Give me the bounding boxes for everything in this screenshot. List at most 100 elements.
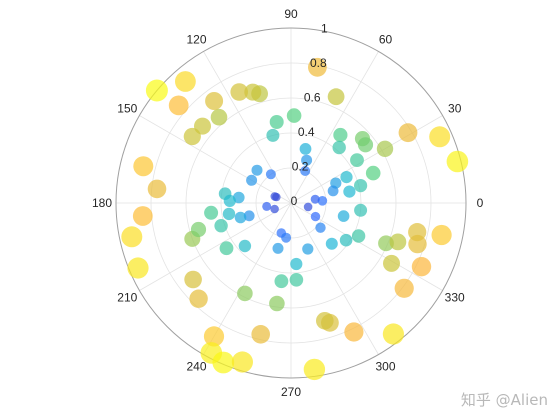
data-point — [251, 164, 263, 176]
data-point — [344, 322, 364, 342]
data-point — [265, 169, 276, 180]
data-point — [145, 79, 168, 102]
data-point — [290, 257, 303, 271]
data-point — [246, 174, 258, 186]
theta-tick-label-90: 90 — [284, 7, 298, 21]
r-tick-label-0: 0 — [291, 194, 298, 208]
r-tick-label-0.8: 0.8 — [310, 56, 327, 70]
data-point — [262, 201, 272, 211]
spoke-30 — [290, 115, 443, 204]
data-point — [431, 224, 452, 246]
data-point — [303, 358, 326, 381]
data-point — [340, 171, 353, 184]
theta-tick-label-300: 300 — [375, 360, 395, 374]
data-point — [289, 273, 304, 287]
data-point — [238, 239, 252, 253]
r-tick-label-0.6: 0.6 — [304, 91, 321, 105]
data-point — [269, 295, 285, 312]
data-point — [269, 115, 284, 129]
data-point — [212, 351, 235, 374]
data-point — [147, 179, 167, 199]
r-tick-label-0.2: 0.2 — [292, 160, 309, 174]
data-point — [272, 242, 284, 254]
theta-tick-label-180: 180 — [92, 196, 112, 210]
data-points — [121, 57, 469, 381]
data-point — [327, 185, 339, 197]
data-point — [168, 95, 189, 116]
data-point — [222, 207, 236, 221]
data-point — [205, 92, 224, 110]
data-point — [327, 88, 345, 106]
data-point — [354, 203, 368, 217]
data-point — [365, 165, 381, 181]
data-point — [332, 140, 346, 155]
data-point — [286, 108, 302, 123]
tick-labels: 0 30 60 90 120 150 180 210 240 270 300 330 0 0.2 0.4 0.… — [92, 7, 484, 399]
theta-tick-label-270: 270 — [281, 385, 301, 399]
theta-tick-label-150: 150 — [117, 102, 137, 116]
data-point — [429, 126, 451, 148]
data-point — [325, 237, 338, 250]
outer-ring — [115, 27, 467, 379]
data-point — [274, 274, 289, 289]
data-point — [301, 154, 313, 166]
theta-tick-label-240: 240 — [186, 360, 206, 374]
data-point — [223, 194, 236, 207]
data-point — [266, 128, 280, 142]
spoke-300 — [290, 202, 379, 355]
data-point — [234, 211, 247, 224]
data-point — [308, 57, 327, 77]
data-point — [351, 229, 366, 243]
data-point — [237, 285, 253, 302]
data-point — [121, 226, 143, 248]
data-point — [303, 202, 313, 212]
theta-tick-label-60: 60 — [379, 32, 393, 46]
data-point — [350, 153, 364, 168]
ring-0.4 — [220, 132, 362, 274]
data-point — [339, 233, 353, 247]
data-point — [244, 83, 262, 101]
data-point — [219, 241, 234, 256]
data-point — [354, 179, 368, 193]
data-point — [300, 166, 311, 176]
data-point — [411, 257, 432, 277]
data-point — [299, 143, 312, 155]
data-point — [398, 123, 418, 143]
data-point — [183, 127, 201, 146]
data-point — [251, 325, 270, 344]
data-point — [310, 211, 321, 222]
data-point — [231, 351, 253, 373]
data-point — [357, 137, 374, 153]
r-tick-label-1: 1 — [321, 22, 328, 36]
data-point — [175, 71, 196, 92]
data-point — [272, 192, 281, 202]
ring-0.6 — [185, 97, 397, 309]
data-point — [446, 150, 469, 173]
data-point — [337, 210, 350, 222]
theta-tick-label-30: 30 — [448, 102, 462, 116]
data-point — [281, 232, 292, 243]
data-point — [394, 278, 414, 298]
data-point — [203, 326, 225, 347]
theta-tick-label-330: 330 — [445, 291, 465, 305]
data-point — [376, 140, 394, 157]
data-point — [214, 219, 228, 233]
data-point — [382, 323, 404, 345]
theta-tick-label-210: 210 — [117, 291, 137, 305]
spoke-150 — [139, 115, 292, 204]
spoke-210 — [139, 202, 292, 291]
data-point — [383, 254, 400, 272]
data-point — [132, 206, 153, 226]
data-point — [310, 194, 320, 204]
ring-0.8 — [150, 62, 432, 344]
data-point — [343, 185, 356, 198]
data-point — [316, 312, 334, 330]
spoke-120 — [203, 51, 292, 204]
data-point — [190, 221, 207, 238]
data-point — [133, 156, 154, 177]
watermark: 知乎 @Alien — [460, 391, 548, 409]
data-point — [204, 205, 219, 220]
data-point — [230, 83, 248, 101]
data-point — [389, 233, 407, 251]
